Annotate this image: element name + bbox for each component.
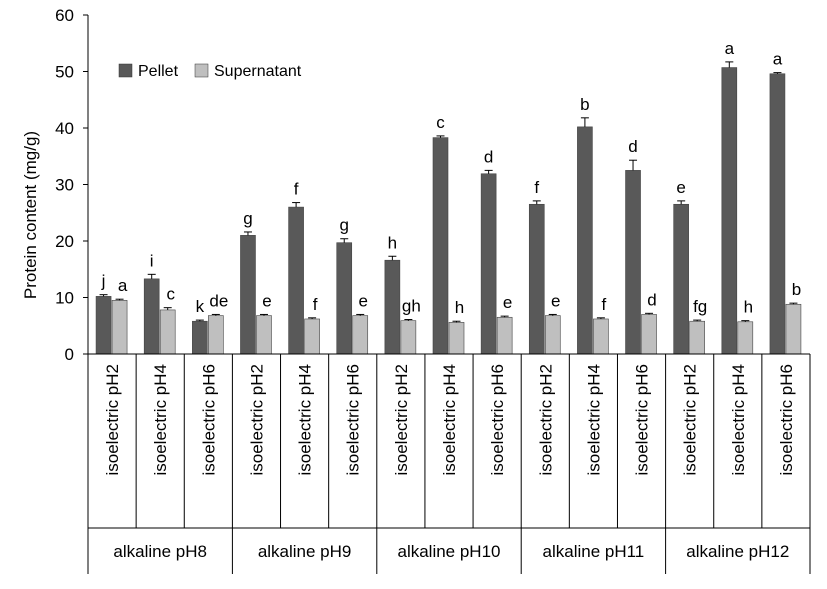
bar-pellet	[528, 203, 545, 355]
error-bars	[99, 61, 798, 323]
bar-pellet	[336, 242, 353, 355]
bar-supernatant	[208, 315, 224, 355]
x-group-label: alkaline pH8	[113, 542, 207, 561]
bar-supernatant	[544, 315, 561, 355]
significance-letter: e	[503, 293, 512, 312]
significance-letter: b	[580, 95, 589, 114]
x-category-label: isoelectric pH4	[584, 364, 603, 476]
x-category-label: isoelectric pH4	[296, 364, 315, 476]
bar-pellet	[143, 278, 160, 355]
significance-letter: a	[118, 276, 128, 295]
x-group-label: alkaline pH12	[686, 542, 789, 561]
x-category-label: isoelectric pH2	[103, 364, 122, 476]
bar-supernatant	[400, 320, 417, 355]
significance-letter: f	[602, 295, 607, 314]
y-axis-ticks: 0 10 20 30 40 50 60	[55, 6, 88, 364]
y-tick-label: 60	[55, 6, 74, 25]
x-category-label: isoelectric pH6	[777, 364, 796, 476]
y-tick-label: 10	[55, 289, 74, 308]
significance-letter: j	[101, 272, 106, 291]
x-category-label: isoelectric pH4	[440, 364, 459, 476]
x-group-label: alkaline pH11	[543, 542, 645, 561]
significance-letter: e	[676, 178, 685, 197]
significance-letter: i	[150, 251, 154, 270]
bar-supernatant	[593, 318, 609, 355]
bar-pellet	[95, 296, 112, 355]
significance-letter: h	[388, 233, 397, 252]
bar-supernatant	[496, 316, 513, 355]
y-tick-label: 50	[55, 63, 74, 82]
y-tick-label: 20	[55, 232, 74, 251]
bar-pellet	[288, 206, 304, 355]
x-axis-groups: alkaline pH8 alkaline pH9 alkaline pH10 alk…	[87, 527, 811, 574]
significance-letter: h	[744, 298, 753, 317]
significance-letter: f	[313, 295, 318, 314]
significance-letter: g	[339, 216, 348, 235]
significance-letter: e	[262, 291, 271, 310]
significance-letter: f	[294, 180, 299, 199]
significance-letter: c	[436, 113, 445, 132]
significance-letter: b	[792, 280, 801, 299]
bar-pellet	[240, 235, 256, 355]
x-category-label: isoelectric pH2	[247, 364, 266, 476]
x-category-label: isoelectric pH6	[344, 364, 363, 476]
x-category-label: isoelectric pH2	[681, 364, 700, 476]
significance-letter: a	[773, 50, 783, 69]
significance-letter: d	[484, 147, 493, 166]
x-category-label: isoelectric pH6	[199, 364, 218, 476]
significance-letter: d	[628, 137, 637, 156]
bar-pellet	[769, 73, 786, 355]
significance-letter: d	[647, 290, 656, 309]
bar-pellet	[673, 203, 689, 355]
bar-pellet	[192, 320, 208, 355]
x-category-label: isoelectric pH2	[536, 364, 555, 476]
x-category-label: isoelectric pH4	[729, 364, 748, 476]
legend: Pellet Supernatant	[118, 63, 302, 80]
bar-pellet	[384, 259, 401, 355]
significance-letter: h	[455, 298, 464, 317]
x-category-label: isoelectric pH6	[633, 364, 652, 476]
legend-swatch-pellet	[118, 63, 133, 78]
significance-letter: f	[534, 178, 539, 197]
bar-pellet	[625, 170, 641, 355]
x-group-label: alkaline pH9	[258, 542, 352, 561]
bar-supernatant	[304, 318, 320, 355]
significance-letter: a	[725, 39, 735, 58]
significance-letter: g	[243, 209, 252, 228]
significance-letter: c	[166, 285, 175, 304]
significance-letter: e	[358, 291, 367, 310]
bar-pellet	[577, 126, 593, 355]
significance-letter: fg	[693, 297, 707, 316]
bar-supernatant	[111, 300, 128, 355]
bar-supernatant	[256, 315, 272, 355]
y-tick-label: 0	[65, 345, 74, 364]
legend-label-pellet: Pellet	[138, 63, 179, 80]
y-axis-label: Protein content (mg/g)	[21, 131, 40, 299]
significance-letter: gh	[402, 297, 421, 316]
x-category-label: isoelectric pH2	[392, 364, 411, 476]
bar-supernatant	[159, 309, 176, 355]
bar-pellet	[432, 137, 449, 355]
legend-swatch-supernatant	[194, 63, 209, 78]
y-tick-label: 40	[55, 119, 74, 138]
bar-supernatant	[641, 314, 657, 355]
bar-supernatant	[737, 321, 754, 355]
bar-supernatant	[448, 322, 465, 355]
bar-pellet	[721, 67, 738, 355]
significance-letter: de	[209, 291, 228, 310]
significance-letter: k	[196, 297, 205, 316]
significance-letter: e	[551, 291, 560, 310]
x-group-label: alkaline pH10	[397, 542, 500, 561]
x-category-label: isoelectric pH4	[151, 364, 170, 476]
y-tick-label: 30	[55, 176, 74, 195]
bar-pellet	[480, 173, 497, 355]
bar-supernatant	[689, 320, 705, 355]
bar-supernatant	[785, 303, 802, 355]
bar-supernatant	[352, 315, 369, 355]
legend-label-supernatant: Supernatant	[214, 63, 302, 80]
x-category-label: isoelectric pH6	[488, 364, 507, 476]
x-axis-categories: isoelectric pH2 isoelectric pH4 isoelectri…	[87, 354, 811, 528]
